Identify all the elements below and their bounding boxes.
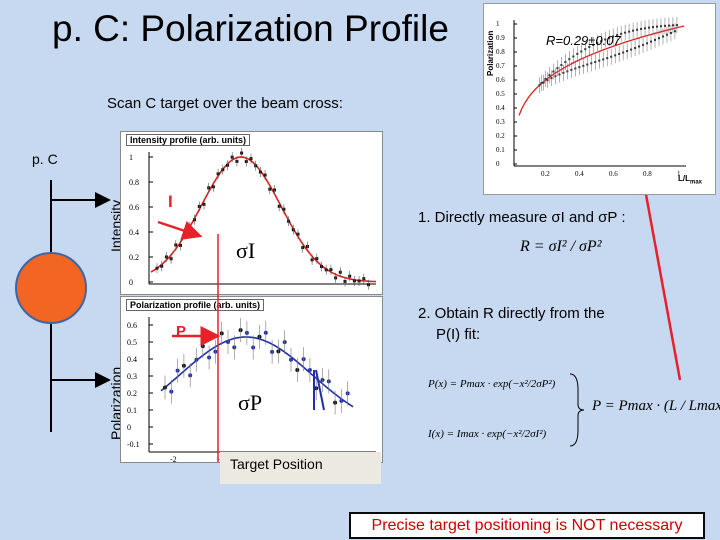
polarization-plot: Polarization profile (arb. units) 0.6 0.5… [120,296,383,463]
method-1: 1. Directly measure σI and σP : [418,209,626,226]
inset-ytick: 0.3 [496,118,505,126]
polarization-ytick: 0.2 [127,389,137,398]
beam-schematic [15,180,111,432]
sigma-p-label: σP [238,390,263,415]
subtitle: Scan C target over the beam cross: [107,95,343,112]
intensity-fit-curve [150,156,377,283]
polarization-ytick: 0.5 [127,338,137,347]
target-label: p. C [32,151,58,167]
inset-xtick: 1 [677,170,681,178]
intensity-ytick: 0.6 [129,203,139,212]
inset-plot: 1 0.9 0.8 0.7 0.6 0.5 0.4 0.3 0.2 0.1 0 0.2 0.4 0.6 0… [484,4,715,194]
inset-ytick: 0.7 [496,62,505,70]
r-value-label: R=0.29±0.07 [546,33,621,48]
intensity-plot-svg: 1 0.8 0.6 0.4 0.2 0 [129,148,377,290]
inset-ytick: 0 [496,160,500,168]
ix-formula: I(x) = Imax · exp(−x²/2σI²) [428,428,547,440]
inset-ytick: 0.4 [496,104,505,112]
formula-brace [569,373,585,447]
inset-ytick: 0.1 [496,146,505,154]
method-2-line2: P(I) fit: [436,326,481,343]
inset-ytick: 1 [496,20,500,28]
intensity-plot-title: Intensity profile (arb. units) [126,134,251,146]
polarization-plot-title: Polarization profile (arb. units) [126,299,265,311]
inset-ylabel: Polarization [486,30,495,76]
inset-xlabel: L/Lmax [678,174,703,186]
intensity-plot: Intensity profile (arb. units) 1 0.8 0.6 0.… [120,131,383,295]
polarization-ytick: 0.3 [127,372,137,381]
intensity-ytick: 0.4 [129,228,139,237]
sigma-i-label: σI [236,238,256,263]
intensity-ytick: 1 [129,153,133,162]
inset-ytick: 0.2 [496,132,505,140]
inset-ytick: 0.5 [496,90,505,98]
intensity-ytick: 0.8 [129,178,139,187]
inset-xtick: 0.2 [541,170,550,178]
method-2-line1: 2. Obtain R directly from the [418,305,605,322]
polarization-ytick: 0.6 [127,321,137,330]
slide-title: p. C: Polarization Profile [52,8,449,49]
polarization-xtick: -2 [170,455,177,462]
footer-note: Precise target positioning is NOT necess… [349,512,705,539]
intensity-ytick: 0.2 [129,253,139,262]
intensity-marker: I [168,192,173,211]
px-formula: P(x) = Pmax · exp(−x²/2σP²) [428,378,556,390]
intensity-ytick: 0 [129,278,133,287]
power-formula: P = Pmax · (L / Lmax)^R [592,398,720,414]
inset-svg: 1 0.9 0.8 0.7 0.6 0.5 0.4 0.3 0.2 0.1 0 0.2 0.4 0.6 0… [496,17,686,178]
polarization-ytick: 0.4 [127,355,137,364]
inset-ytick: 0.6 [496,76,505,84]
polarization-ytick: -0.1 [127,440,140,449]
polarization-marker: P [176,323,187,340]
inset-xtick: 0.8 [643,170,652,178]
inset-ytick: 0.9 [496,34,505,42]
inset-ytick: 0.8 [496,48,505,56]
inset-xtick: 0.6 [609,170,618,178]
ratio-formula: R = σI² / σP² [520,238,602,255]
x-axis-label: Target Position [220,452,381,484]
target-circle [15,252,87,324]
polarization-ytick: 0.1 [127,406,137,415]
polarization-ytick: 0 [127,423,131,432]
inset-xtick: 0.4 [575,170,584,178]
polarization-plot-svg: 0.60.50.40.30.20.10-0.1 -2-1012 [127,317,376,462]
